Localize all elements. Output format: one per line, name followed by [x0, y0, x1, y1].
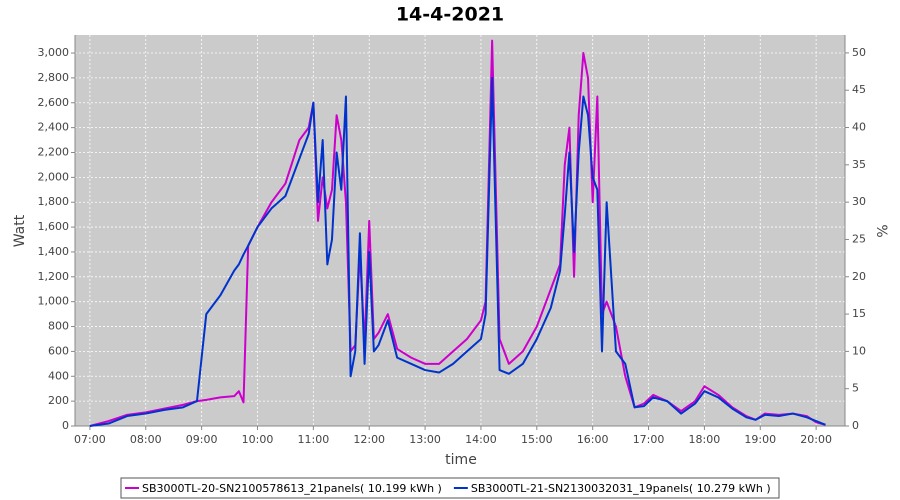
y-tick-label: 1,800	[38, 195, 70, 208]
plot-area	[75, 35, 845, 426]
y2-tick-label: 15	[852, 307, 866, 320]
legend-label: SB3000TL-20-SN2100578613_21panels( 10.19…	[142, 482, 442, 495]
x-tick-label: 12:00	[353, 433, 385, 446]
y-tick-label: 2,200	[38, 145, 70, 158]
y-tick-label: 1,400	[38, 245, 70, 258]
x-tick-label: 18:00	[689, 433, 721, 446]
x-tick-label: 09:00	[186, 433, 218, 446]
x-tick-label: 16:00	[577, 433, 609, 446]
y2-tick-label: 50	[852, 46, 866, 59]
y-tick-label: 2,000	[38, 170, 70, 183]
y-tick-label: 2,800	[38, 71, 70, 84]
x-tick-label: 19:00	[744, 433, 776, 446]
y-tick-label: 800	[48, 320, 69, 333]
y2-tick-label: 0	[852, 419, 859, 432]
y-tick-label: 0	[62, 419, 69, 432]
legend	[120, 477, 780, 499]
y2-tick-label: 40	[852, 121, 866, 134]
y2-tick-label: 45	[852, 83, 866, 96]
y-tick-label: 400	[48, 369, 69, 382]
y2-tick-label: 5	[852, 382, 859, 395]
x-tick-label: 11:00	[298, 433, 330, 446]
y2-axis-title: %	[873, 224, 889, 237]
x-tick-label: 15:00	[521, 433, 553, 446]
x-tick-label: 14:00	[465, 433, 497, 446]
x-axis-title: time	[445, 452, 477, 468]
chart-title: 14-4-2021	[396, 4, 504, 26]
x-tick-label: 08:00	[130, 433, 162, 446]
y-tick-label: 1,200	[38, 270, 70, 283]
y-axis-title: Watt	[12, 214, 28, 247]
y2-tick-label: 25	[852, 232, 866, 245]
y-tick-label: 200	[48, 394, 69, 407]
y2-tick-label: 35	[852, 158, 866, 171]
y2-tick-label: 10	[852, 344, 866, 357]
y-tick-label: 600	[48, 344, 69, 357]
x-tick-label: 10:00	[242, 433, 274, 446]
x-tick-label: 07:00	[74, 433, 106, 446]
y-tick-label: 3,000	[38, 46, 70, 59]
y2-tick-label: 30	[852, 195, 866, 208]
y-tick-label: 2,400	[38, 121, 70, 134]
y-tick-label: 2,600	[38, 96, 70, 109]
x-tick-label: 13:00	[409, 433, 441, 446]
x-tick-label: 17:00	[633, 433, 665, 446]
legend-label: SB3000TL-21-SN2130032031_19panels( 10.27…	[471, 482, 771, 495]
y-tick-label: 1,000	[38, 295, 70, 308]
x-tick-label: 20:00	[800, 433, 832, 446]
y-tick-label: 1,600	[38, 220, 70, 233]
y2-tick-label: 20	[852, 270, 866, 283]
series-line	[89, 76, 826, 427]
